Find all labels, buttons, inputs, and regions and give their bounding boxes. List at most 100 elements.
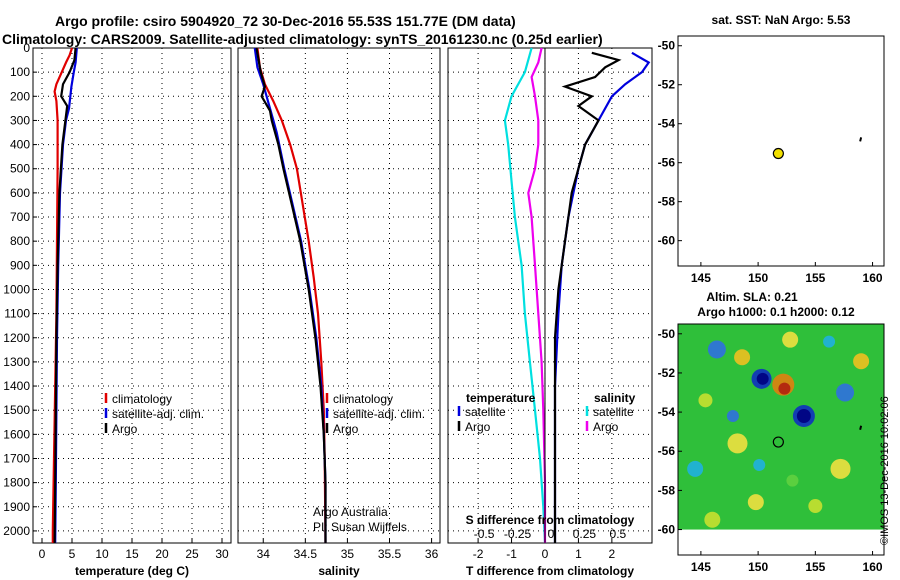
title-line-1: Argo profile: csiro 5904920_72 30-Dec-20…: [55, 13, 516, 29]
x-tick-label: 36: [425, 547, 439, 561]
y-tick-label: 400: [10, 138, 30, 152]
y-tick-label: -56: [658, 444, 676, 458]
x-axis-title: T difference from climatology: [466, 564, 634, 578]
map-subtitle: Argo h1000: 0.1 h2000: 0.12: [697, 305, 855, 319]
y-tick-label: 800: [10, 234, 30, 248]
x-tick-label: -1: [506, 547, 517, 561]
title-line-2: Climatology: CARS2009. Satellite-adjuste…: [2, 31, 603, 47]
heatmap-cell: [796, 409, 811, 424]
legend-label: Argo: [593, 420, 619, 434]
legend-label: Argo: [112, 422, 138, 436]
y-tick-label: 2000: [3, 524, 30, 538]
heatmap-cell: [747, 494, 764, 511]
y-tick-label: -58: [658, 195, 676, 209]
legend-label: satellite: [465, 405, 506, 419]
y-tick-label: 200: [10, 89, 30, 103]
heatmap-cell: [830, 458, 851, 479]
float-position-marker: [772, 436, 784, 448]
panel-frame: [447, 47, 653, 544]
y-tick-label: -50: [658, 327, 676, 341]
x-tick-label: 34.5: [294, 547, 318, 561]
y-tick-label: -52: [658, 78, 676, 92]
y-tick-label: -58: [658, 483, 676, 497]
y-tick-label: 1400: [3, 379, 30, 393]
heatmap-cell: [704, 511, 721, 528]
series-line: [553, 51, 622, 543]
heatmap-background: [678, 324, 884, 530]
float-position-marker: [772, 147, 784, 160]
annotation-label: Argo Australia: [313, 505, 388, 519]
series-line: [527, 47, 547, 543]
heatmap-cell: [707, 340, 726, 359]
y-tick-label: 1600: [3, 427, 30, 441]
x-tick-label: 35.5: [378, 547, 402, 561]
legend-label: satellite-adj. clim.: [333, 407, 425, 421]
heatmap-cell: [756, 372, 769, 385]
series-line: [553, 51, 651, 543]
x-tick-label: 155: [805, 271, 825, 285]
series-line: [503, 47, 547, 544]
legend-label: satellite-adj. clim.: [112, 407, 204, 421]
credit-label: ©IMOS 13-Dec-2016 10:02:06: [879, 396, 891, 545]
x-tick-label: 150: [748, 271, 768, 285]
map-title: sat. SST: NaN Argo: 5.53: [712, 13, 851, 27]
y-tick-label: 1200: [3, 331, 30, 345]
x-tick-label: 20: [155, 547, 169, 561]
heatmap-cell: [853, 353, 870, 370]
y-tick-label: 600: [10, 186, 30, 200]
x-tick-label: 34: [257, 547, 271, 561]
y-tick-label: 1300: [3, 355, 30, 369]
y-tick-label: 1000: [3, 282, 30, 296]
x-tick-label: 155: [805, 560, 825, 574]
heatmap-cell: [836, 383, 855, 402]
x-tick-label: 0: [542, 547, 549, 561]
y-tick-label: -54: [658, 117, 676, 131]
heatmap-cell: [726, 410, 739, 423]
y-tick-label: 100: [10, 65, 30, 79]
x2-tick-label: 0: [548, 527, 555, 541]
legend-label: Argo: [465, 420, 491, 434]
x-tick-label: 145: [691, 560, 711, 574]
legend-label: climatology: [112, 392, 172, 406]
x-tick-label: -2: [473, 547, 484, 561]
y-tick-label: 1900: [3, 500, 30, 514]
heatmap-cell: [753, 458, 766, 471]
x-tick-label: 10: [95, 547, 109, 561]
series-line: [255, 47, 327, 543]
y-tick-label: 1500: [3, 403, 30, 417]
x2-axis-title: S difference from climatology: [466, 513, 635, 527]
sla-map: 145 150 155 160 -50 -52 -54 -56 -58 -60 Altim. SLA…: [658, 290, 885, 574]
map-frame: [677, 323, 885, 556]
x-tick-label: 0: [39, 547, 46, 561]
temperature-panel: 0 5 10 15 20 25 300100200300400500600700800900…: [3, 41, 232, 578]
map-frame: [677, 35, 885, 267]
x-axis-title: salinity: [318, 564, 360, 578]
legend-label: climatology: [333, 392, 393, 406]
series-line: [53, 47, 77, 544]
legend-title-temperature: temperature: [466, 391, 536, 405]
x-tick-label: 30: [215, 547, 229, 561]
series-line: [256, 47, 327, 544]
x-tick-label: 160: [863, 560, 883, 574]
panel-frame: [237, 47, 441, 544]
island-mark: [859, 137, 863, 142]
legend-label: satellite: [593, 405, 634, 419]
y-tick-label: -50: [658, 39, 676, 53]
heatmap-cell: [734, 349, 751, 366]
y-tick-label: 0: [23, 41, 30, 55]
y-tick-label: -54: [658, 405, 676, 419]
heatmap-cell: [778, 382, 791, 395]
x-axis-title: temperature (deg C): [75, 564, 189, 578]
y-tick-label: -52: [658, 366, 676, 380]
series-line: [51, 47, 74, 543]
x-tick-label: 1: [575, 547, 582, 561]
x-tick-label: 150: [748, 560, 768, 574]
y-tick-label: 300: [10, 113, 30, 127]
heatmap-cell: [698, 393, 713, 408]
y-tick-label: -60: [658, 234, 676, 248]
y-tick-label: -56: [658, 156, 676, 170]
y-tick-label: -60: [658, 523, 676, 537]
y-tick-label: 1100: [4, 307, 30, 321]
x2-tick-label: 0.5: [610, 527, 627, 541]
